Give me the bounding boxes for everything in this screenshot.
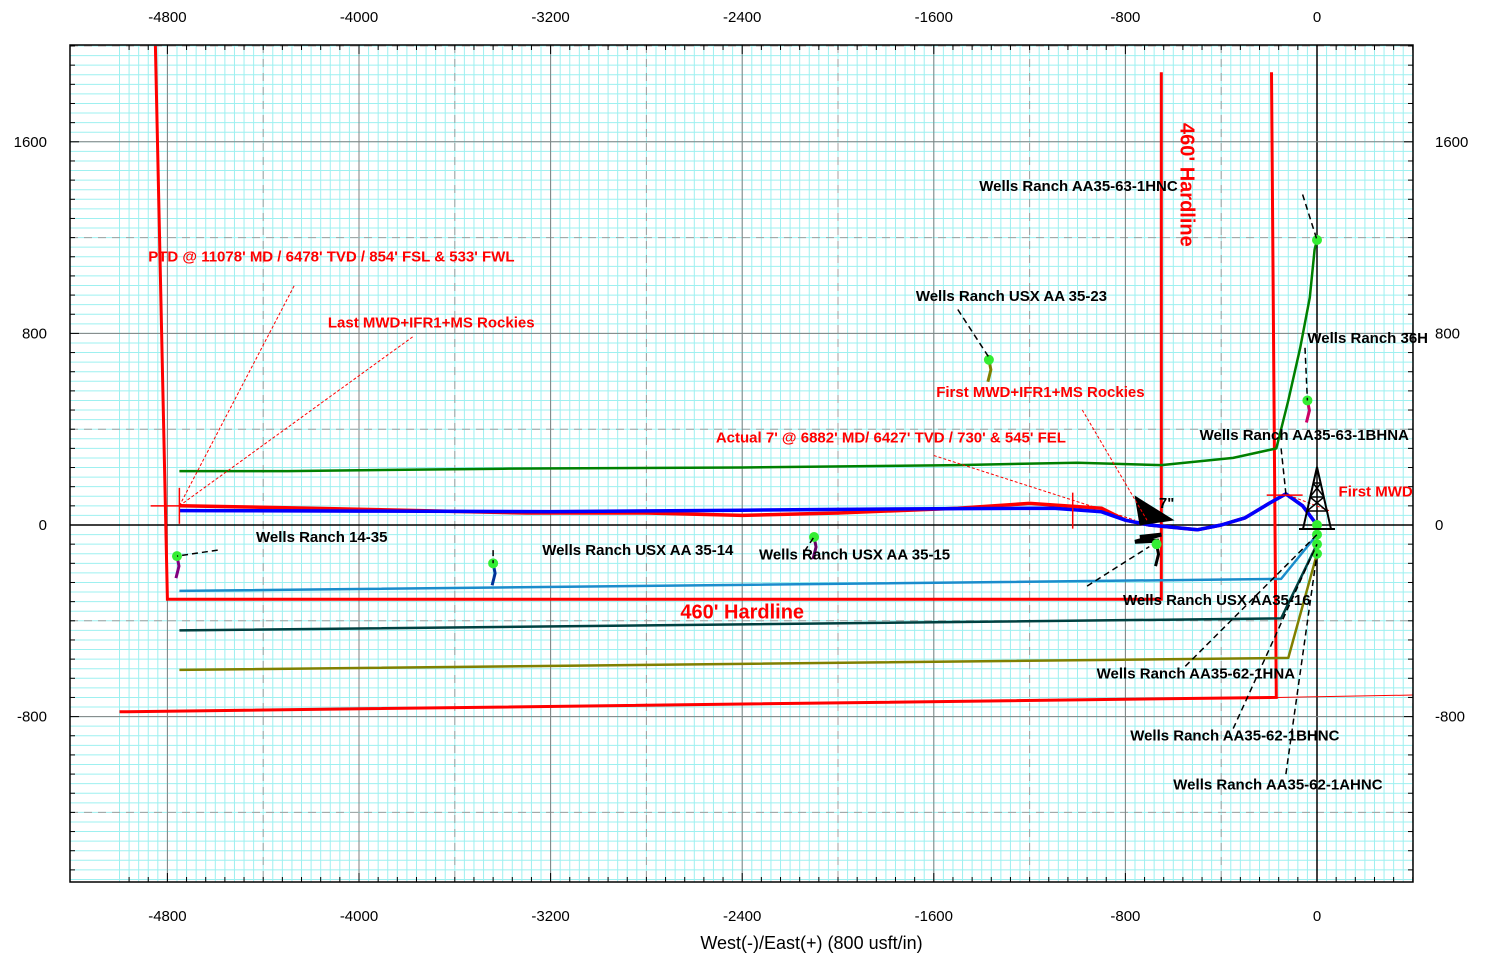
x-tick-label-top: -3200 [531, 9, 569, 26]
hardline-lease-outline [153, 45, 1163, 601]
annotation-label: Wells Ranch AA35-62-1HNA [1097, 665, 1296, 682]
y-tick-label-right: 800 [1435, 325, 1460, 342]
annotations: 460' Hardline 460' Hardline PTD @ 11078' M… [148, 123, 1428, 794]
x-tick-label-top: -4800 [148, 9, 186, 26]
x-tick-label-bottom: -3200 [531, 908, 569, 925]
annotation-label: 7" [1159, 495, 1174, 512]
annotation-label: Wells Ranch USX AA 35-14 [542, 542, 734, 559]
annotation-label: Wells Ranch AA35-62-1AHNC [1173, 777, 1382, 794]
annotation-label: Wells Ranch USX AA 35-15 [759, 547, 950, 564]
derrick-brace [1306, 496, 1325, 512]
x-tick-label-top: -800 [1110, 9, 1140, 26]
leader-line [1081, 409, 1148, 521]
x-tick-label-top: -1600 [915, 9, 953, 26]
y-tick-label-right: 1600 [1435, 134, 1468, 151]
leader-line [1304, 347, 1309, 401]
pad-marker [1312, 539, 1322, 550]
leader-line [1301, 194, 1318, 241]
hardline-label: 460' Hardline [1175, 123, 1197, 247]
leader-line [1184, 534, 1318, 667]
well-path-2 [179, 492, 1319, 532]
derrick-legs [1302, 466, 1332, 530]
casing-7in-symbol [1134, 495, 1175, 526]
offset-surface-marker [488, 558, 499, 569]
y-tick-label-left: -800 [17, 709, 47, 726]
axes: -4800 -4800 -4000 -4000 -3200 -3200 -2400 -2400… [14, 9, 1469, 925]
annotation-label: Actual 7' @ 6882' MD/ 6427' TVD / 730' &… [716, 429, 1066, 446]
annotation-label: Wells Ranch USX AA 35-23 [916, 288, 1107, 305]
pad-marker [1312, 520, 1322, 530]
well-path-5 [179, 553, 1319, 672]
offset-surface-marker [983, 354, 994, 365]
x-tick-label-bottom: -4000 [340, 908, 378, 925]
annotation-label: Last MWD+IFR1+MS Rockies [328, 314, 535, 331]
leader-line [933, 455, 1136, 521]
offset-surface-marker [809, 531, 820, 542]
offset-surface-marker [1151, 539, 1162, 550]
leader-line [176, 549, 218, 557]
derrick-brace [1309, 482, 1322, 498]
well-paths [119, 45, 1414, 714]
offset-7in-symbol [1134, 532, 1162, 544]
leader-line [803, 536, 815, 552]
leader-line [1232, 543, 1318, 729]
annotation-label: Wells Ranch AA35-63-1HNC [979, 178, 1178, 195]
leader-line [1280, 448, 1287, 494]
annotation-label: First MWD [1339, 483, 1413, 500]
derrick-brace [1312, 482, 1325, 498]
x-tick-label-top: 0 [1313, 9, 1321, 26]
derrick-brace [1309, 496, 1328, 512]
hardline-label: 460' Hardline [680, 601, 804, 623]
x-tick-label-bottom: -2400 [723, 908, 761, 925]
well-path-4 [179, 543, 1319, 632]
well-path-0 [179, 239, 1319, 473]
x-tick-label-top: -2400 [723, 9, 761, 26]
offset-surface-marker [171, 551, 182, 562]
y-tick-label-right: -800 [1435, 709, 1465, 726]
x-tick-label-bottom: -1600 [915, 908, 953, 925]
x-axis-title: West(-)/East(+) (800 usft/in) [700, 933, 922, 953]
x-tick-label-bottom: -4800 [148, 908, 186, 925]
x-tick-label-bottom: 0 [1313, 908, 1321, 925]
grid [70, 45, 1414, 882]
hardline-extension [1276, 694, 1414, 698]
x-tick-label-bottom: -800 [1110, 908, 1140, 925]
leader-line [179, 335, 415, 507]
annotation-label: First MWD+IFR1+MS Rockies [936, 384, 1144, 401]
plot-frame [69, 44, 1414, 883]
annotation-label: Wells Ranch 36H [1307, 330, 1428, 347]
x-tick-label-top: -4000 [340, 9, 378, 26]
annotation-label: Wells Ranch USX AA35-16 [1123, 592, 1311, 609]
y-tick-label-left: 800 [22, 325, 47, 342]
y-tick-label-left: 1600 [14, 134, 47, 151]
y-tick-label-right: 0 [1435, 517, 1443, 534]
leader-line [178, 285, 295, 507]
annotation-label: PTD @ 11078' MD / 6478' TVD / 854' FSL &… [148, 249, 514, 266]
y-tick-label-left: 0 [39, 517, 47, 534]
pad-marker [1312, 234, 1322, 245]
survey-markers [171, 234, 1322, 586]
annotation-label: Wells Ranch 14-35 [256, 529, 387, 546]
well-path-3 [179, 533, 1318, 593]
leader-line [1086, 545, 1150, 587]
annotation-label: Wells Ranch AA35-63-1BHNA [1200, 427, 1409, 444]
annotation-label: Wells Ranch AA35-62-1BHNC [1130, 728, 1339, 745]
leader-line [1285, 553, 1318, 775]
rig-icon [1299, 466, 1335, 530]
